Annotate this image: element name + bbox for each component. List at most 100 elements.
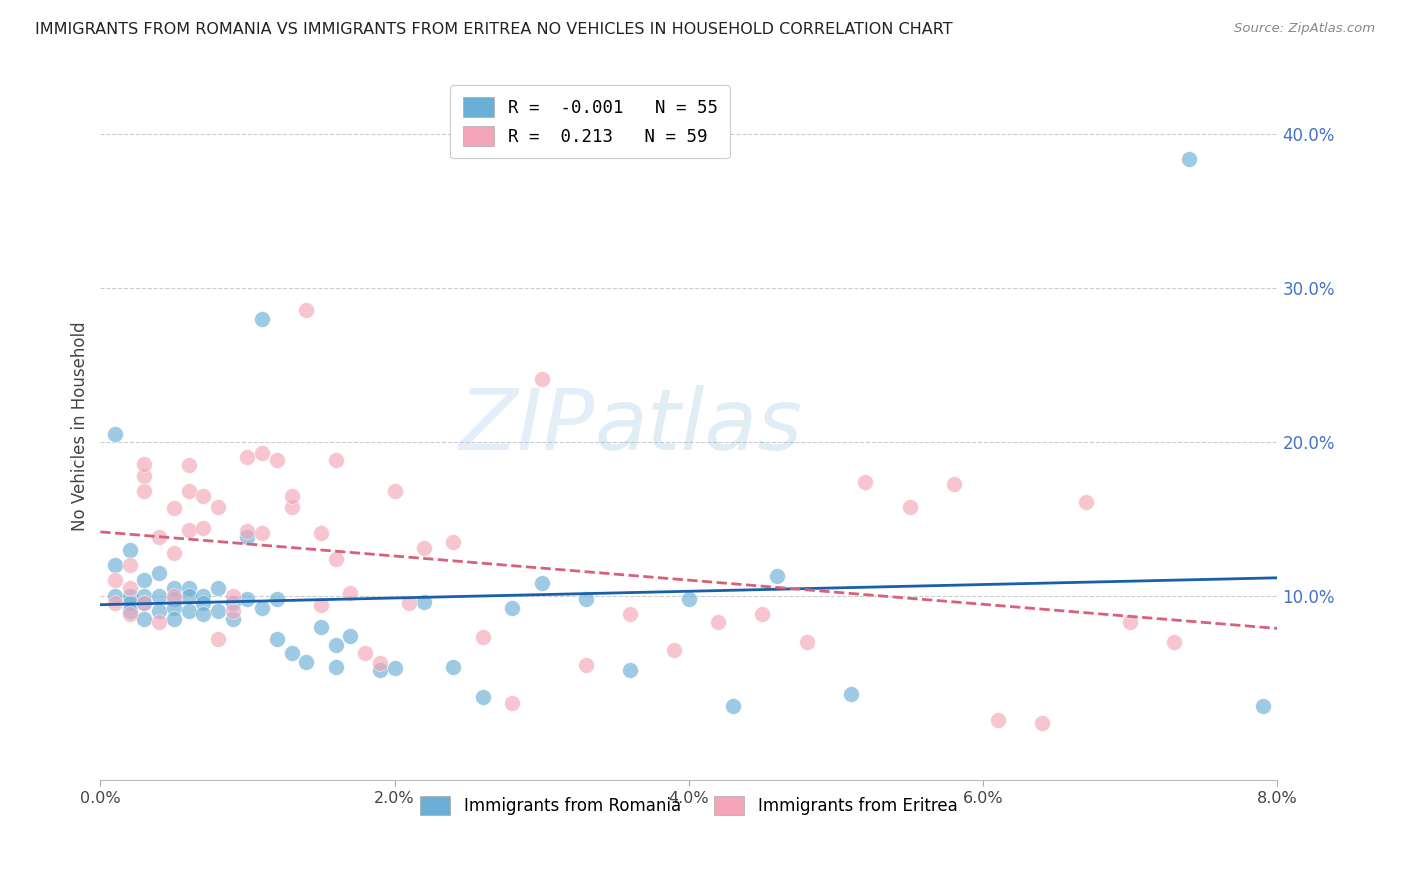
- Point: [177, 458, 200, 472]
- Point: [134, 597, 156, 611]
- Point: [766, 569, 789, 583]
- Point: [575, 657, 598, 672]
- Point: [134, 612, 156, 626]
- Point: [163, 581, 186, 595]
- Point: [118, 589, 141, 603]
- Point: [354, 646, 377, 660]
- Point: [148, 566, 170, 580]
- Point: [207, 632, 229, 646]
- Point: [236, 524, 259, 539]
- Point: [266, 453, 288, 467]
- Point: [501, 697, 523, 711]
- Point: [118, 542, 141, 557]
- Point: [280, 489, 302, 503]
- Point: [222, 612, 245, 626]
- Point: [839, 687, 862, 701]
- Point: [163, 591, 186, 606]
- Point: [280, 646, 302, 660]
- Point: [193, 607, 215, 622]
- Point: [222, 604, 245, 618]
- Point: [250, 446, 273, 460]
- Point: [236, 450, 259, 465]
- Point: [501, 601, 523, 615]
- Point: [104, 574, 127, 588]
- Point: [295, 655, 318, 669]
- Point: [163, 589, 186, 603]
- Point: [104, 558, 127, 572]
- Point: [193, 597, 215, 611]
- Point: [207, 500, 229, 514]
- Text: atlas: atlas: [595, 385, 803, 468]
- Point: [1119, 615, 1142, 629]
- Point: [384, 661, 406, 675]
- Point: [339, 585, 361, 599]
- Point: [443, 659, 465, 673]
- Point: [193, 521, 215, 535]
- Point: [177, 604, 200, 618]
- Point: [177, 484, 200, 499]
- Point: [118, 607, 141, 622]
- Point: [177, 589, 200, 603]
- Point: [707, 615, 730, 629]
- Point: [266, 591, 288, 606]
- Point: [796, 635, 818, 649]
- Point: [398, 597, 420, 611]
- Point: [942, 476, 965, 491]
- Point: [751, 607, 773, 622]
- Point: [443, 535, 465, 549]
- Point: [104, 589, 127, 603]
- Text: Source: ZipAtlas.com: Source: ZipAtlas.com: [1234, 22, 1375, 36]
- Point: [236, 591, 259, 606]
- Point: [148, 615, 170, 629]
- Point: [280, 500, 302, 514]
- Point: [325, 552, 347, 566]
- Point: [118, 604, 141, 618]
- Point: [295, 302, 318, 317]
- Point: [1074, 495, 1097, 509]
- Point: [721, 699, 744, 714]
- Point: [384, 484, 406, 499]
- Point: [678, 591, 700, 606]
- Point: [309, 525, 332, 540]
- Point: [413, 595, 436, 609]
- Point: [193, 589, 215, 603]
- Point: [471, 630, 494, 644]
- Point: [855, 475, 877, 489]
- Point: [471, 690, 494, 705]
- Point: [134, 468, 156, 483]
- Point: [163, 501, 186, 516]
- Point: [250, 312, 273, 326]
- Point: [368, 663, 391, 677]
- Point: [1178, 152, 1201, 166]
- Point: [575, 591, 598, 606]
- Point: [148, 530, 170, 544]
- Point: [163, 546, 186, 560]
- Point: [987, 714, 1010, 728]
- Point: [222, 589, 245, 603]
- Point: [662, 642, 685, 657]
- Point: [134, 457, 156, 471]
- Point: [134, 597, 156, 611]
- Point: [118, 581, 141, 595]
- Point: [266, 632, 288, 646]
- Point: [118, 597, 141, 611]
- Point: [236, 530, 259, 544]
- Point: [222, 597, 245, 611]
- Point: [148, 604, 170, 618]
- Point: [325, 453, 347, 467]
- Point: [193, 489, 215, 503]
- Point: [104, 597, 127, 611]
- Point: [250, 525, 273, 540]
- Point: [148, 589, 170, 603]
- Text: IMMIGRANTS FROM ROMANIA VS IMMIGRANTS FROM ERITREA NO VEHICLES IN HOUSEHOLD CORR: IMMIGRANTS FROM ROMANIA VS IMMIGRANTS FR…: [35, 22, 953, 37]
- Point: [250, 601, 273, 615]
- Point: [325, 638, 347, 652]
- Point: [1031, 716, 1053, 731]
- Point: [163, 612, 186, 626]
- Point: [309, 619, 332, 633]
- Point: [163, 601, 186, 615]
- Point: [325, 659, 347, 673]
- Point: [619, 663, 641, 677]
- Point: [177, 581, 200, 595]
- Point: [207, 604, 229, 618]
